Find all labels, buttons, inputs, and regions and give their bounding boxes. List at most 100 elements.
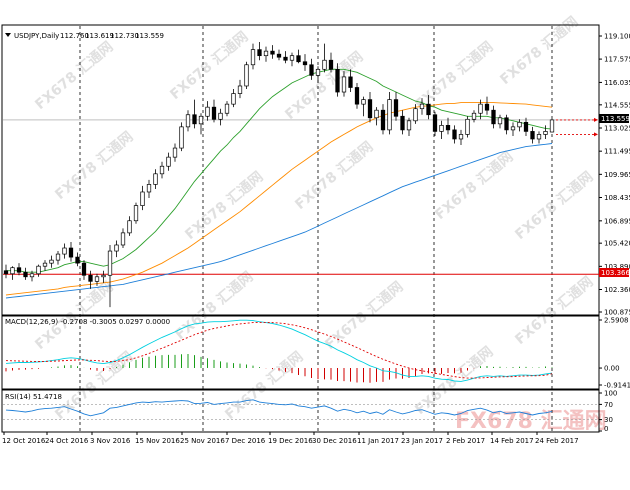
candle-body (257, 49, 262, 57)
candle-body (296, 55, 301, 63)
ma-slow-line (5, 143, 553, 299)
candle-body (432, 114, 438, 132)
candle-body (530, 131, 535, 140)
price-tick-label: 117.575 (604, 56, 630, 64)
symbol-label: USDJPY,Daily (14, 32, 59, 40)
date-tick-label: 15 Nov 2016 (135, 437, 180, 445)
candle-body (224, 103, 230, 114)
date-tick-label: 25 Nov 2016 (180, 437, 225, 445)
ma-fast-line (6, 68, 553, 273)
price-tick-label: 100.875 (604, 309, 630, 317)
candle-body (140, 191, 145, 206)
candle-body (68, 247, 74, 258)
watermark-text: FX678 汇通网 (52, 129, 136, 203)
price-tick-label: 108.435 (604, 194, 630, 202)
watermark-text: FX678 汇通网 (222, 349, 306, 423)
candle-body (205, 106, 210, 117)
candle-body (62, 247, 67, 255)
watermark-layer: FX678 汇通网 FX678 汇通网 FX678 汇通网 FX678 汇通网 FX67… (32, 14, 606, 434)
candle-body (218, 112, 223, 120)
price-panel-frame (1, 24, 600, 316)
macd-tick-label: 2.5908 (604, 317, 629, 325)
candle-body (491, 109, 496, 125)
candle-body (94, 276, 100, 282)
watermark-text: FX678 汇通网 (512, 274, 596, 348)
macd-axis: 2.5908 0.00 -0.9141 (599, 317, 630, 390)
candle-body (276, 53, 282, 58)
current-price-badge (599, 114, 629, 123)
price-tick-label: 102.360 (604, 286, 630, 294)
date-tick-label: 30 Dec 2016 (312, 437, 357, 445)
macd-title: MACD(12,26,9) -0.2708 -0.3005 0.0297 0.0… (5, 318, 170, 326)
candle-body (374, 109, 379, 119)
candle-body (510, 126, 516, 131)
candle-body (10, 267, 15, 275)
candle-body (120, 232, 126, 246)
candle-body (185, 114, 191, 128)
candle-body (127, 220, 132, 234)
candle-body (536, 134, 542, 140)
candle-body (549, 119, 555, 133)
candle-body (439, 124, 444, 132)
price-axis: 119.100 117.575 116.035 114.555 113.025 111.4… (599, 33, 630, 317)
macd-tick-label: -0.9141 (604, 382, 630, 390)
candle-body (159, 165, 165, 175)
candle-body (153, 173, 158, 185)
price-tick-label: 103.890 (604, 263, 630, 271)
high-value: 113.619 (85, 32, 114, 40)
date-tick-label: 14 Feb 2017 (490, 437, 534, 445)
date-tick-label: 24 Feb 2017 (535, 437, 579, 445)
candle-body (29, 273, 35, 278)
date-tick-label: 12 Oct 2016 (2, 437, 46, 445)
vertical-gridlines (79, 26, 553, 432)
candle-body (393, 99, 399, 117)
dropdown-triangle-icon[interactable] (5, 33, 11, 37)
candle-body (419, 103, 425, 110)
candle-body (166, 156, 171, 167)
candle-body (81, 262, 87, 276)
date-tick-label: 3 Nov 2016 (90, 437, 131, 445)
candle-body (192, 114, 197, 125)
price-tick-label: 119.100 (604, 33, 630, 41)
candle-body (172, 147, 178, 158)
candle-body (270, 50, 275, 55)
price-tick-label: 114.555 (604, 101, 630, 109)
candle-body (361, 99, 366, 105)
candle-body (3, 270, 9, 275)
rsi-tick-label: 30 (604, 416, 613, 424)
candle-body (302, 61, 308, 66)
rsi-tick-label: 100 (604, 390, 617, 398)
support-price-badge (599, 268, 629, 277)
candle-body (283, 56, 288, 61)
price-tick-label: 111.495 (604, 148, 630, 156)
macd-plot (5, 319, 553, 383)
price-plot (3, 42, 599, 308)
candle-body (250, 49, 256, 66)
price-tick-label: 106.895 (604, 217, 630, 225)
watermark-text: FX678 汇通网 (32, 39, 116, 113)
candle-body (413, 108, 418, 122)
price-tick-label: 113.025 (604, 125, 630, 133)
candle-body (426, 103, 431, 116)
candle-body (322, 59, 327, 70)
watermark-text: FX678 汇通网 (182, 169, 266, 243)
macd-line (5, 319, 553, 382)
watermark-text: FX678 汇通网 (512, 169, 596, 243)
candle-body (309, 64, 314, 76)
candle-body (523, 121, 529, 132)
projection-arrow-head-icon (594, 117, 598, 122)
candle-body (16, 267, 22, 273)
candle-body (452, 129, 457, 140)
candle-body (504, 117, 509, 131)
candle-body (107, 250, 113, 276)
date-tick-label: 11 Jan 2017 (357, 437, 399, 445)
candle-body (497, 117, 503, 125)
rsi-axis: 100 70 300 (3, 390, 617, 433)
candle-body (231, 93, 236, 105)
price-tick-label: 109.965 (604, 171, 630, 179)
candle-body (484, 103, 490, 111)
candle-body (458, 134, 464, 140)
date-tick-label: 23 Jan 2017 (401, 437, 443, 445)
